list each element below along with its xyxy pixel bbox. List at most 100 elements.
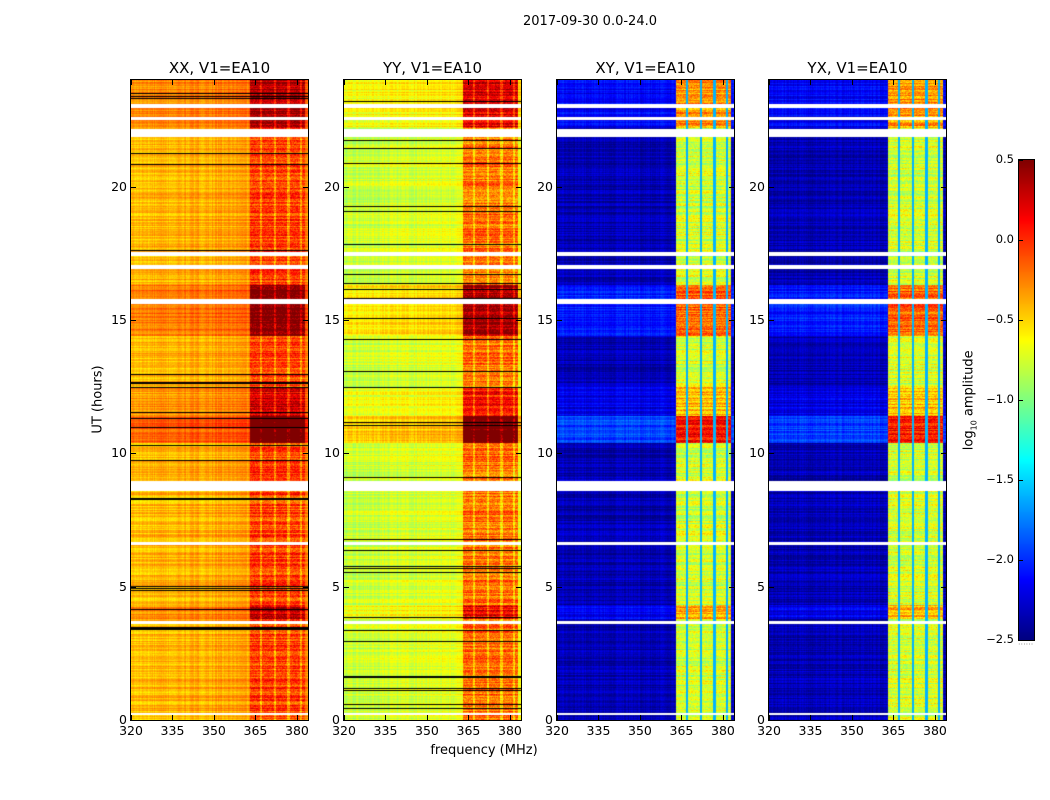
y-tick-label: 20	[537, 178, 553, 194]
x-tick-mark	[769, 715, 770, 720]
x-tick-mark	[426, 80, 428, 85]
colorbar-tick-label: 0.5	[995, 152, 1014, 166]
x-tick-label: 335	[798, 723, 823, 738]
y-tick-mark	[557, 720, 562, 721]
y-tick-mark	[769, 720, 774, 721]
x-tick-label: 350	[202, 723, 226, 738]
y-tick-mark	[941, 586, 946, 588]
colorbar-tick-label: 0.0	[995, 232, 1014, 246]
y-tick-mark	[769, 453, 774, 455]
x-axis-label: frequency (MHz)	[430, 743, 538, 758]
colorbar-tick-label: −0.5	[986, 312, 1014, 326]
x-tick-mark	[509, 715, 511, 720]
y-tick-mark	[131, 720, 136, 721]
x-tick-mark	[131, 715, 132, 720]
x-tick-label: 380	[285, 723, 309, 738]
x-tick-label: 365	[243, 723, 268, 738]
y-tick-label: 20	[749, 178, 765, 194]
y-tick-mark	[516, 720, 521, 721]
x-tick-mark	[722, 715, 724, 720]
x-tick-mark	[213, 715, 215, 720]
y-tick-label: 0	[545, 712, 553, 727]
x-tick-mark	[851, 715, 853, 720]
y-tick-label: 15	[749, 312, 765, 327]
colorbar-label-text: amplitude	[961, 350, 977, 421]
y-tick-label: 5	[332, 578, 340, 594]
y-tick-mark	[344, 320, 349, 321]
y-tick-mark	[516, 186, 521, 188]
x-tick-label: 320	[332, 723, 356, 738]
y-tick-mark	[769, 586, 774, 588]
x-tick-mark	[934, 80, 936, 85]
y-tick-mark	[303, 586, 308, 588]
colorbar	[1018, 159, 1035, 641]
y-tick-label: 0	[757, 712, 765, 727]
y-tick-mark	[303, 453, 308, 455]
heatmap-canvas-xy	[557, 80, 734, 720]
colorbar-tick-mark	[1019, 400, 1023, 401]
colorbar-label-sub: 10	[969, 420, 979, 431]
y-tick-label: 0	[119, 712, 127, 727]
colorbar-tick-label: −2.5	[986, 632, 1014, 646]
heatmap-yy	[343, 79, 522, 721]
y-tick-mark	[303, 186, 308, 188]
panel-title-yy: YY, V1=EA10	[382, 59, 483, 77]
y-tick-mark	[344, 720, 349, 721]
x-tick-mark	[255, 80, 257, 85]
x-tick-mark	[426, 715, 428, 720]
y-tick-mark	[344, 186, 349, 188]
x-tick-label: 365	[669, 723, 694, 738]
heatmap-canvas-xx	[131, 80, 308, 720]
y-tick-mark	[941, 320, 946, 321]
y-tick-mark	[557, 586, 562, 588]
y-tick-mark	[941, 453, 946, 455]
x-tick-label: 335	[160, 723, 185, 738]
x-tick-label: 335	[586, 723, 611, 738]
x-tick-mark	[131, 80, 132, 85]
y-tick-label: 5	[545, 578, 553, 594]
colorbar-label-log: log	[961, 430, 977, 451]
x-tick-mark	[851, 80, 853, 85]
colorbar-tick-label: −1.0	[986, 392, 1014, 406]
heatmap-canvas-yx	[769, 80, 946, 720]
heatmap-xx	[130, 79, 309, 721]
x-tick-mark	[934, 715, 936, 720]
x-tick-mark	[681, 715, 683, 720]
y-tick-label: 20	[111, 178, 127, 194]
heatmap-yx	[768, 79, 947, 721]
y-tick-mark	[769, 320, 774, 321]
y-tick-label: 15	[111, 312, 127, 327]
x-tick-mark	[344, 80, 345, 85]
x-tick-label: 365	[456, 723, 481, 738]
y-tick-mark	[769, 186, 774, 188]
panel-title-yx: YX, V1=EA10	[807, 59, 908, 77]
x-tick-mark	[639, 80, 641, 85]
colorbar-tick-mark	[1019, 640, 1023, 641]
y-tick-mark	[131, 320, 136, 321]
y-tick-mark	[131, 186, 136, 188]
x-tick-label: 350	[628, 723, 652, 738]
x-tick-label: 380	[923, 723, 947, 738]
x-tick-mark	[468, 80, 470, 85]
x-tick-label: 365	[881, 723, 906, 738]
x-tick-mark	[557, 80, 558, 85]
colorbar-tick-mark	[1019, 480, 1023, 481]
y-tick-mark	[344, 453, 349, 455]
x-tick-mark	[213, 80, 215, 85]
y-tick-mark	[729, 720, 734, 721]
heatmap-canvas-yy	[344, 80, 521, 720]
y-tick-mark	[303, 320, 308, 321]
x-tick-mark	[255, 715, 257, 720]
y-tick-mark	[516, 320, 521, 321]
x-tick-mark	[172, 715, 174, 720]
y-tick-mark	[557, 186, 562, 188]
y-tick-mark	[131, 586, 136, 588]
colorbar-tick-mark	[1019, 160, 1023, 161]
x-tick-mark	[893, 715, 895, 720]
x-tick-label: 380	[711, 723, 735, 738]
y-tick-mark	[557, 320, 562, 321]
heatmap-xy	[556, 79, 735, 721]
x-tick-mark	[296, 715, 298, 720]
x-tick-label: 320	[119, 723, 143, 738]
